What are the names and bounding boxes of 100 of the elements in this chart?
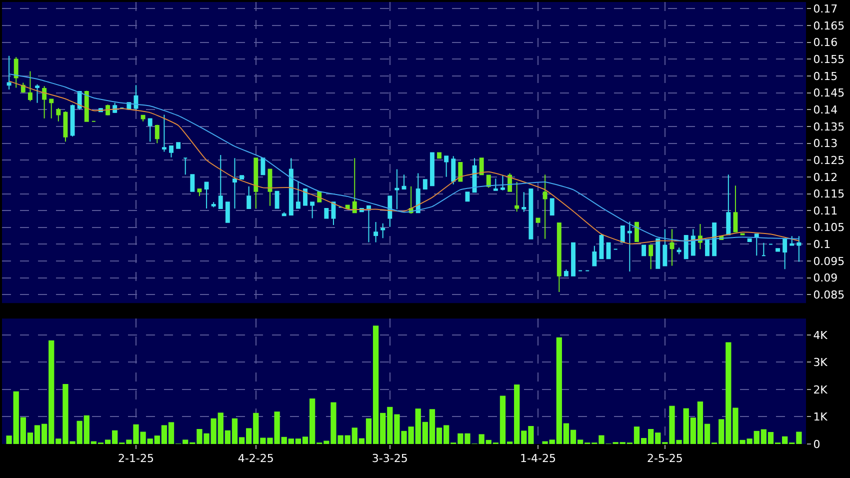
y-tick-label: 0.15 xyxy=(813,70,838,83)
candlestick xyxy=(204,182,209,210)
candlestick xyxy=(634,222,639,242)
candlestick xyxy=(676,247,682,255)
candlestick xyxy=(246,186,252,210)
candlestick xyxy=(84,90,89,122)
candlestick xyxy=(656,238,660,269)
candlestick xyxy=(606,242,611,260)
y-tick-label: 0.155 xyxy=(813,53,845,66)
candlestick xyxy=(190,174,195,192)
candlestick xyxy=(352,158,357,214)
candlestick xyxy=(486,174,491,188)
y-tick-label: 0.16 xyxy=(813,36,838,50)
candlestick xyxy=(754,234,759,256)
y-tick-label: 0.135 xyxy=(813,120,845,134)
candlestick xyxy=(528,188,534,240)
candlestick xyxy=(500,174,505,191)
candlestick xyxy=(761,242,766,256)
candlestick xyxy=(162,114,166,152)
candlestick xyxy=(310,202,315,219)
candlestick xyxy=(35,84,40,104)
y-tick-label: 0.165 xyxy=(813,19,845,32)
y-tick-label: 0.1 xyxy=(813,238,831,252)
candlestick xyxy=(670,228,674,266)
candlestick xyxy=(726,174,731,236)
candlestick xyxy=(380,222,386,239)
candlestick xyxy=(690,228,696,256)
y-tick-label: 2K xyxy=(813,383,828,396)
candlestick xyxy=(796,236,802,262)
y-tick-label: 0.13 xyxy=(813,137,838,150)
candlestick xyxy=(49,98,54,119)
candlestick xyxy=(642,244,646,256)
candlestick xyxy=(747,238,752,242)
candlestick xyxy=(169,145,174,158)
x-tick-label: 1-4-25 xyxy=(520,452,556,466)
candlestick xyxy=(627,221,632,272)
candlestick xyxy=(148,118,152,142)
candlestick xyxy=(648,244,654,270)
y-tick-label: 0.105 xyxy=(813,221,845,234)
y-tick-label: 3K xyxy=(813,356,828,370)
candlestick xyxy=(6,55,12,90)
x-tick-label: 3-3-25 xyxy=(372,452,408,466)
candlestick xyxy=(556,222,562,292)
candlestick xyxy=(571,242,576,276)
candlestick xyxy=(225,202,230,223)
candlestick xyxy=(684,234,688,260)
candlestick xyxy=(416,172,420,214)
x-tick-label: 2-5-25 xyxy=(646,452,683,466)
candlestick xyxy=(542,174,548,240)
candlestick xyxy=(140,114,146,122)
candlestick xyxy=(176,142,181,149)
y-tick-label: 0.11 xyxy=(813,204,838,218)
candlestick xyxy=(154,124,160,144)
candlestick xyxy=(430,152,434,186)
candlestick xyxy=(28,70,32,102)
candlestick xyxy=(303,188,308,206)
candlestick xyxy=(374,222,378,243)
candlestick xyxy=(56,107,61,122)
candlestick xyxy=(14,56,18,88)
candlestick xyxy=(388,196,392,228)
candlestick xyxy=(776,248,780,252)
candlestick xyxy=(733,185,738,232)
y-tick-label: 0.145 xyxy=(813,86,845,100)
candlestick xyxy=(296,180,300,209)
candlestick xyxy=(422,179,428,190)
candlestick xyxy=(20,82,26,94)
y-tick-label: 1K xyxy=(813,410,828,424)
candlestick xyxy=(254,158,258,210)
candlestick xyxy=(444,156,449,178)
candlestick xyxy=(493,178,498,191)
candlestick xyxy=(324,208,329,219)
candlestick xyxy=(42,86,47,119)
candlestick xyxy=(282,212,286,216)
candlestick xyxy=(782,238,788,270)
y-tick-label: 0.12 xyxy=(813,170,838,184)
candlestick xyxy=(218,154,223,210)
candlestick xyxy=(564,268,568,276)
y-tick-label: 0.125 xyxy=(813,154,845,167)
y-tick-label: 0.14 xyxy=(813,104,838,116)
candlestick xyxy=(705,239,710,256)
candlestick xyxy=(437,152,442,159)
candlestick xyxy=(63,110,68,142)
candlestick xyxy=(268,168,272,206)
y-tick-label: 0.085 xyxy=(813,288,845,302)
candlestick xyxy=(70,104,75,138)
y-tick-label: 0 xyxy=(813,438,820,451)
candlestick xyxy=(550,198,554,216)
candlestick xyxy=(274,190,280,209)
candlestick xyxy=(394,168,400,210)
candlestick xyxy=(240,175,244,180)
candlestick xyxy=(451,156,456,185)
candlestick xyxy=(790,236,794,246)
candlestick xyxy=(288,158,294,216)
x-tick-label: 2-1-25 xyxy=(118,452,154,466)
candlestick xyxy=(211,202,216,208)
y-tick-label: 0.095 xyxy=(813,254,845,268)
candlestick xyxy=(458,162,463,182)
candlestick xyxy=(712,222,717,256)
candlestick xyxy=(479,158,484,176)
candlestick xyxy=(197,188,202,197)
